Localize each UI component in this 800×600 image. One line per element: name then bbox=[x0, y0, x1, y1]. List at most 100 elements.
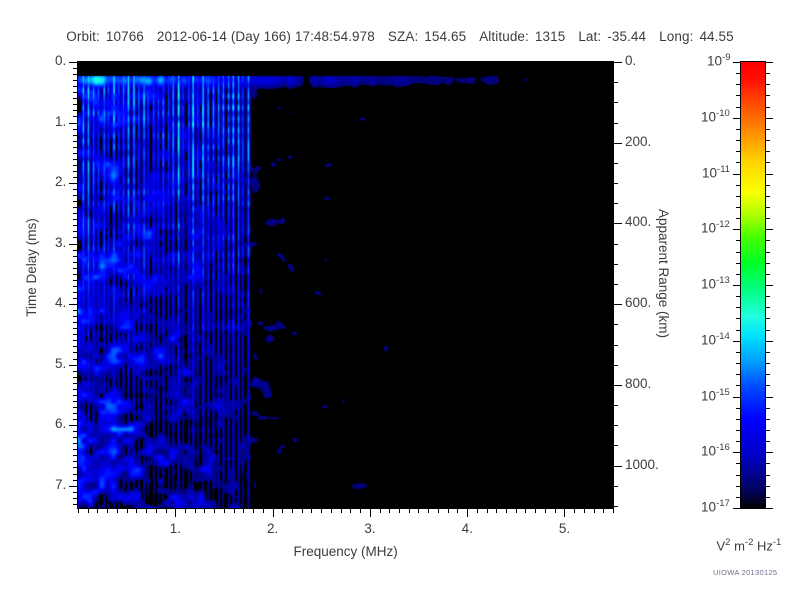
x-minor-tick bbox=[380, 508, 381, 513]
y-minor-tick bbox=[73, 250, 78, 251]
y-major-tick bbox=[69, 365, 78, 366]
y-minor-tick bbox=[73, 316, 78, 317]
y-minor-tick bbox=[73, 147, 78, 148]
observation-datetime: 2012-06-14 (Day 166) 17:48:54.978 bbox=[156, 29, 375, 44]
y2-tick-label: 200. bbox=[625, 133, 652, 149]
y2-minor-tick bbox=[613, 183, 618, 184]
y-minor-tick bbox=[73, 153, 78, 154]
colorbar-minor-tick bbox=[736, 274, 741, 275]
colorbar-minor-tick bbox=[765, 218, 770, 219]
x-minor-tick bbox=[331, 508, 332, 513]
credit-footer: UIOWA 20130125 bbox=[713, 568, 778, 577]
y-minor-tick bbox=[73, 322, 78, 323]
x-tick-label: 5. bbox=[558, 521, 571, 536]
y2-minor-tick bbox=[613, 324, 618, 325]
colorbar-minor-tick bbox=[736, 151, 741, 152]
colorbar-tick-label: 10-14 bbox=[701, 330, 730, 348]
x-minor-tick bbox=[555, 508, 556, 513]
y-tick-label: 6. bbox=[55, 416, 67, 432]
x-minor-tick bbox=[428, 508, 429, 513]
colorbar-major-tick bbox=[765, 397, 773, 398]
y-minor-tick bbox=[73, 207, 78, 208]
y2-major-tick bbox=[613, 223, 622, 224]
colorbar-tick-label: 10-12 bbox=[701, 219, 730, 236]
x-minor-tick bbox=[78, 508, 79, 513]
y2-minor-tick bbox=[613, 425, 618, 426]
colorbar-minor-tick bbox=[765, 385, 770, 386]
colorbar-minor-tick bbox=[736, 374, 741, 375]
x-minor-tick bbox=[302, 508, 303, 513]
colorbar-minor-tick bbox=[765, 419, 770, 420]
y-minor-tick bbox=[73, 86, 78, 87]
colorbar-minor-tick bbox=[736, 240, 741, 241]
colorbar-minor-tick bbox=[736, 162, 741, 163]
x-minor-tick bbox=[613, 508, 614, 513]
colorbar-minor-tick bbox=[765, 252, 770, 253]
x-minor-tick bbox=[156, 508, 157, 513]
colorbar-minor-tick bbox=[765, 475, 770, 476]
colorbar-minor-tick bbox=[736, 107, 741, 108]
y-minor-tick bbox=[73, 334, 78, 335]
x-minor-tick bbox=[282, 508, 283, 513]
colorbar-minor-tick bbox=[736, 218, 741, 219]
colorbar-minor-tick bbox=[736, 296, 741, 297]
y-minor-tick bbox=[73, 74, 78, 75]
colorbar-minor-tick bbox=[736, 95, 741, 96]
colorbar-minor-tick bbox=[765, 296, 770, 297]
x-minor-tick bbox=[360, 508, 361, 513]
x-minor-tick bbox=[292, 508, 293, 513]
colorbar-major-tick bbox=[765, 452, 773, 453]
y2-axis-title: Apparent Range (km) bbox=[655, 208, 671, 338]
x-minor-tick bbox=[321, 508, 322, 513]
colorbar-minor-tick bbox=[765, 352, 770, 353]
y2-minor-tick bbox=[613, 244, 618, 245]
lat-label: Lat: bbox=[578, 29, 602, 44]
y2-minor-tick bbox=[613, 102, 618, 103]
colorbar-tick-label: 10-17 bbox=[701, 498, 730, 515]
colorbar-tick-label: 10-11 bbox=[702, 163, 731, 181]
y-minor-tick bbox=[73, 268, 78, 269]
y-minor-tick bbox=[73, 286, 78, 287]
colorbar-major-tick bbox=[733, 118, 741, 119]
y-minor-tick bbox=[73, 256, 78, 257]
x-major-tick bbox=[273, 508, 274, 517]
colorbar-tick-label: 10-13 bbox=[701, 275, 730, 292]
y-minor-tick bbox=[73, 280, 78, 281]
x-minor-tick bbox=[487, 508, 488, 513]
y-minor-tick bbox=[73, 352, 78, 353]
colorbar-minor-tick bbox=[736, 475, 741, 476]
y-minor-tick bbox=[73, 201, 78, 202]
colorbar-major-tick bbox=[733, 341, 741, 342]
colorbar-minor-tick bbox=[765, 129, 770, 130]
y-minor-tick bbox=[73, 383, 78, 384]
x-minor-tick bbox=[574, 508, 575, 513]
y-minor-tick bbox=[73, 274, 78, 275]
colorbar-minor-tick bbox=[736, 207, 741, 208]
x-minor-tick bbox=[409, 508, 410, 513]
colorbar-minor-tick bbox=[765, 486, 770, 487]
x-minor-tick bbox=[603, 508, 604, 513]
y-minor-tick bbox=[73, 389, 78, 390]
x-minor-tick bbox=[97, 508, 98, 513]
y2-tick-label: 400. bbox=[625, 214, 652, 230]
colorbar-minor-tick bbox=[736, 330, 741, 331]
y-tick-label: 5. bbox=[55, 355, 67, 371]
colorbar-major-tick bbox=[765, 229, 773, 230]
y2-minor-tick bbox=[613, 203, 618, 204]
x-minor-tick bbox=[204, 508, 205, 513]
x-minor-tick bbox=[253, 508, 254, 513]
y-minor-tick bbox=[73, 504, 78, 505]
colorbar-minor-tick bbox=[736, 430, 741, 431]
x-major-tick bbox=[564, 508, 565, 517]
metadata-header: Orbit: 10766 2012-06-14 (Day 166) 17:48:54… bbox=[0, 29, 800, 44]
x-minor-tick bbox=[506, 508, 507, 513]
x-minor-tick bbox=[535, 508, 536, 513]
y2-minor-tick bbox=[613, 405, 618, 406]
x-minor-tick bbox=[545, 508, 546, 513]
x-minor-tick bbox=[399, 508, 400, 513]
colorbar-minor-tick bbox=[736, 497, 741, 498]
y-minor-tick bbox=[73, 98, 78, 99]
colorbar-major-tick bbox=[765, 118, 773, 119]
y-minor-tick bbox=[73, 310, 78, 311]
y-major-tick bbox=[69, 183, 78, 184]
